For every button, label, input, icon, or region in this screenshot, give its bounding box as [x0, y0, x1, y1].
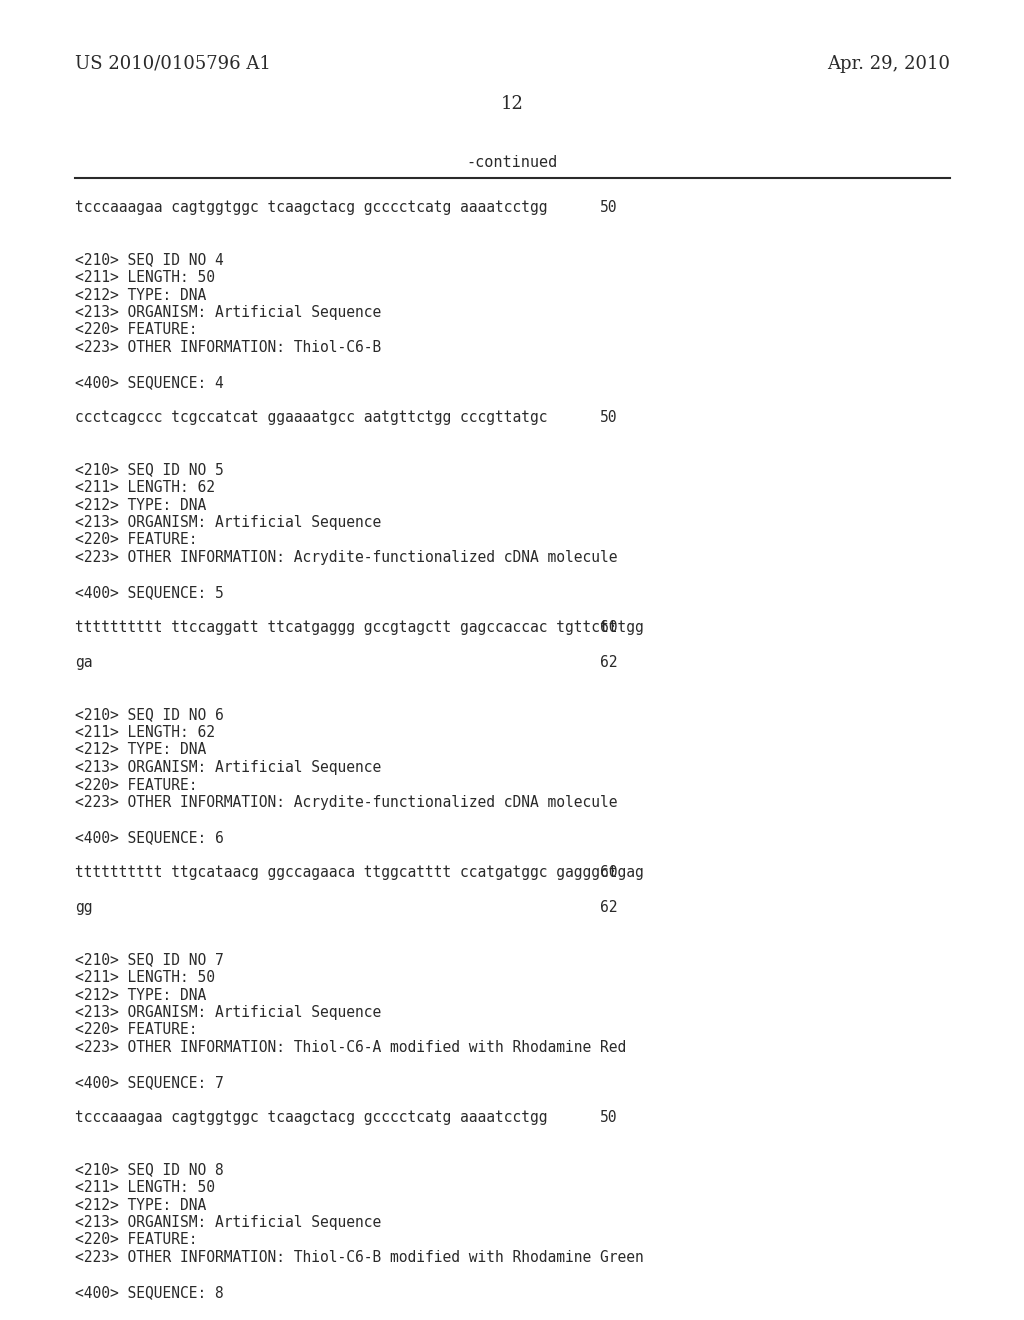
- Text: <212> TYPE: DNA: <212> TYPE: DNA: [75, 987, 206, 1002]
- Text: <220> FEATURE:: <220> FEATURE:: [75, 777, 198, 792]
- Text: <213> ORGANISM: Artificial Sequence: <213> ORGANISM: Artificial Sequence: [75, 760, 381, 775]
- Text: 62: 62: [600, 655, 617, 671]
- Text: Apr. 29, 2010: Apr. 29, 2010: [827, 55, 950, 73]
- Text: <211> LENGTH: 50: <211> LENGTH: 50: [75, 271, 215, 285]
- Text: <212> TYPE: DNA: <212> TYPE: DNA: [75, 498, 206, 512]
- Text: <223> OTHER INFORMATION: Acrydite-functionalized cDNA molecule: <223> OTHER INFORMATION: Acrydite-functi…: [75, 795, 617, 810]
- Text: <212> TYPE: DNA: <212> TYPE: DNA: [75, 742, 206, 758]
- Text: <220> FEATURE:: <220> FEATURE:: [75, 1023, 198, 1038]
- Text: 50: 50: [600, 1110, 617, 1125]
- Text: <210> SEQ ID NO 7: <210> SEQ ID NO 7: [75, 953, 224, 968]
- Text: <400> SEQUENCE: 7: <400> SEQUENCE: 7: [75, 1074, 224, 1090]
- Text: tcccaaagaa cagtggtggc tcaagctacg gcccctcatg aaaatcctgg: tcccaaagaa cagtggtggc tcaagctacg gcccctc…: [75, 1110, 548, 1125]
- Text: <223> OTHER INFORMATION: Thiol-C6-B: <223> OTHER INFORMATION: Thiol-C6-B: [75, 341, 381, 355]
- Text: 60: 60: [600, 620, 617, 635]
- Text: <211> LENGTH: 62: <211> LENGTH: 62: [75, 480, 215, 495]
- Text: <220> FEATURE:: <220> FEATURE:: [75, 1233, 198, 1247]
- Text: <213> ORGANISM: Artificial Sequence: <213> ORGANISM: Artificial Sequence: [75, 1214, 381, 1230]
- Text: <400> SEQUENCE: 4: <400> SEQUENCE: 4: [75, 375, 224, 389]
- Text: <220> FEATURE:: <220> FEATURE:: [75, 322, 198, 338]
- Text: <223> OTHER INFORMATION: Thiol-C6-A modified with Rhodamine Red: <223> OTHER INFORMATION: Thiol-C6-A modi…: [75, 1040, 627, 1055]
- Text: <210> SEQ ID NO 4: <210> SEQ ID NO 4: [75, 252, 224, 268]
- Text: gg: gg: [75, 900, 92, 915]
- Text: <210> SEQ ID NO 8: <210> SEQ ID NO 8: [75, 1163, 224, 1177]
- Text: <223> OTHER INFORMATION: Thiol-C6-B modified with Rhodamine Green: <223> OTHER INFORMATION: Thiol-C6-B modi…: [75, 1250, 644, 1265]
- Text: <211> LENGTH: 62: <211> LENGTH: 62: [75, 725, 215, 741]
- Text: <213> ORGANISM: Artificial Sequence: <213> ORGANISM: Artificial Sequence: [75, 1005, 381, 1020]
- Text: <400> SEQUENCE: 6: <400> SEQUENCE: 6: [75, 830, 224, 845]
- Text: ga: ga: [75, 655, 92, 671]
- Text: tttttttttt ttgcataacg ggccagaaca ttggcatttt ccatgatggc gagggctgag: tttttttttt ttgcataacg ggccagaaca ttggcat…: [75, 865, 644, 880]
- Text: 62: 62: [600, 900, 617, 915]
- Text: <400> SEQUENCE: 8: <400> SEQUENCE: 8: [75, 1284, 224, 1300]
- Text: <212> TYPE: DNA: <212> TYPE: DNA: [75, 1197, 206, 1213]
- Text: <210> SEQ ID NO 6: <210> SEQ ID NO 6: [75, 708, 224, 722]
- Text: <220> FEATURE:: <220> FEATURE:: [75, 532, 198, 548]
- Text: 60: 60: [600, 865, 617, 880]
- Text: ccctcagccc tcgccatcat ggaaaatgcc aatgttctgg cccgttatgc: ccctcagccc tcgccatcat ggaaaatgcc aatgttc…: [75, 411, 548, 425]
- Text: <213> ORGANISM: Artificial Sequence: <213> ORGANISM: Artificial Sequence: [75, 305, 381, 319]
- Text: <213> ORGANISM: Artificial Sequence: <213> ORGANISM: Artificial Sequence: [75, 515, 381, 531]
- Text: <210> SEQ ID NO 5: <210> SEQ ID NO 5: [75, 462, 224, 478]
- Text: <211> LENGTH: 50: <211> LENGTH: 50: [75, 1180, 215, 1195]
- Text: tttttttttt ttccaggatt ttcatgaggg gccgtagctt gagccaccac tgttctttgg: tttttttttt ttccaggatt ttcatgaggg gccgtag…: [75, 620, 644, 635]
- Text: 12: 12: [501, 95, 523, 114]
- Text: 50: 50: [600, 201, 617, 215]
- Text: <211> LENGTH: 50: <211> LENGTH: 50: [75, 970, 215, 985]
- Text: <400> SEQUENCE: 5: <400> SEQUENCE: 5: [75, 585, 224, 601]
- Text: tcccaaagaa cagtggtggc tcaagctacg gcccctcatg aaaatcctgg: tcccaaagaa cagtggtggc tcaagctacg gcccctc…: [75, 201, 548, 215]
- Text: 50: 50: [600, 411, 617, 425]
- Text: <212> TYPE: DNA: <212> TYPE: DNA: [75, 288, 206, 302]
- Text: -continued: -continued: [466, 154, 558, 170]
- Text: <223> OTHER INFORMATION: Acrydite-functionalized cDNA molecule: <223> OTHER INFORMATION: Acrydite-functi…: [75, 550, 617, 565]
- Text: US 2010/0105796 A1: US 2010/0105796 A1: [75, 55, 271, 73]
